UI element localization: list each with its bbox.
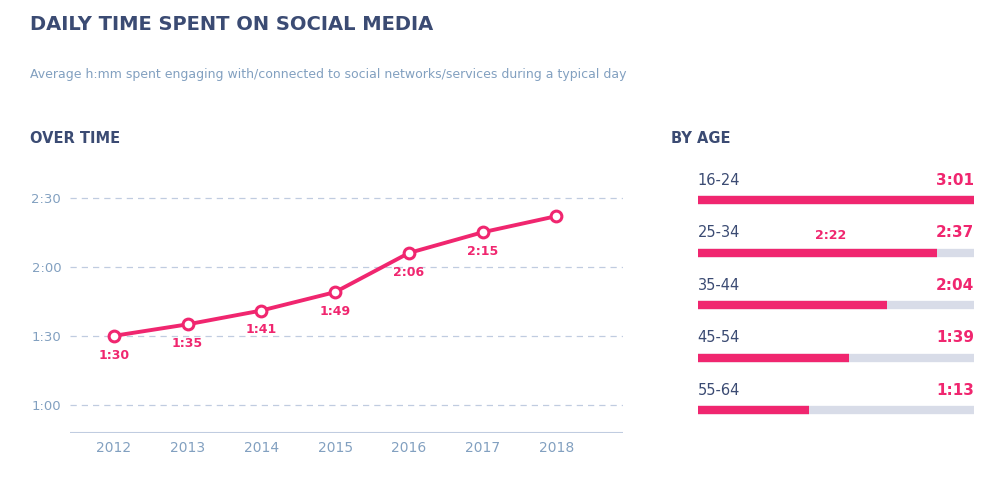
Text: Average h:mm spent engaging with/connected to social networks/services during a : Average h:mm spent engaging with/connect… [30,68,626,81]
Text: 2:06: 2:06 [394,266,424,278]
Text: 2:15: 2:15 [467,245,498,258]
Point [106,332,122,340]
Point [253,307,269,314]
Point [180,320,196,328]
Text: 45-54: 45-54 [698,330,740,345]
Text: OVER TIME: OVER TIME [30,131,120,146]
Text: 25-34: 25-34 [698,225,740,240]
Point [327,288,343,296]
Text: 55-64: 55-64 [698,382,740,398]
Text: 1:35: 1:35 [172,337,203,350]
Text: 2:22: 2:22 [815,229,846,242]
Point [475,228,491,236]
Text: DAILY TIME SPENT ON SOCIAL MEDIA: DAILY TIME SPENT ON SOCIAL MEDIA [30,15,433,34]
Text: 1:30: 1:30 [98,348,129,362]
Point [401,249,416,257]
Text: 2:04: 2:04 [936,278,974,293]
Text: 3:01: 3:01 [936,173,974,188]
Text: 2:37: 2:37 [936,225,974,240]
Text: 1:39: 1:39 [936,330,974,345]
Text: 1:41: 1:41 [246,323,277,336]
Point [549,212,565,220]
Text: 1:13: 1:13 [936,382,974,398]
Text: 16-24: 16-24 [698,173,740,188]
Text: 1:49: 1:49 [319,305,351,318]
Text: BY AGE: BY AGE [671,131,731,146]
Text: 35-44: 35-44 [698,278,740,293]
